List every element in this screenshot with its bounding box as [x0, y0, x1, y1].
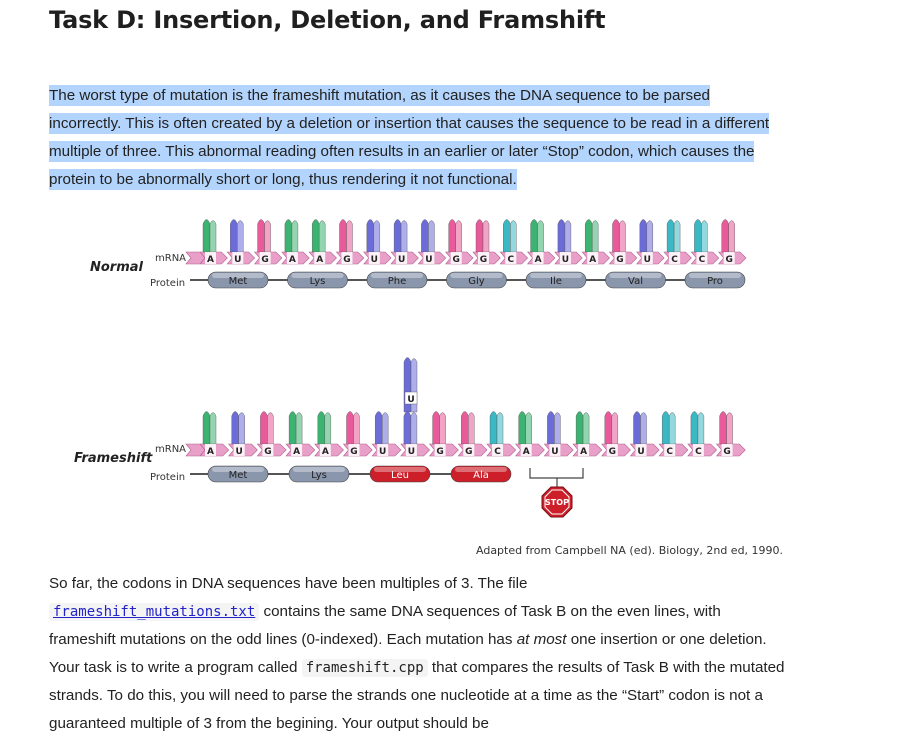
svg-text:Lys: Lys [311, 470, 327, 481]
svg-text:G: G [350, 447, 357, 457]
svg-text:Gly: Gly [468, 276, 485, 287]
svg-text:G: G [261, 255, 268, 265]
svg-text:C: C [666, 447, 673, 457]
svg-text:G: G [616, 255, 623, 265]
svg-text:Met: Met [229, 470, 248, 481]
frameshift-mrna-label: mRNA [155, 444, 186, 455]
svg-text:A: A [207, 255, 214, 265]
normal-protein-chain: Met Lys Phe Gly Ile Val Pro [190, 271, 746, 289]
intro-paragraph: The worst type of mutation is the frames… [49, 82, 771, 194]
svg-text:C: C [507, 255, 514, 265]
stop-sign-icon: STOP [541, 486, 573, 518]
normal-label: Normal [90, 260, 144, 275]
svg-text:G: G [465, 447, 472, 457]
svg-text:A: A [316, 255, 323, 265]
frameshift-protein-chain: Met Lys Leu Ala [190, 465, 512, 483]
page-title: Task D: Insertion, Deletion, and Framshi… [49, 6, 606, 34]
normal-mrna-label: mRNA [155, 253, 186, 264]
svg-text:U: U [425, 255, 432, 265]
svg-text:A: A [207, 447, 214, 457]
svg-text:G: G [343, 255, 350, 265]
svg-text:G: G [264, 447, 271, 457]
stop-sign-text: STOP [545, 498, 569, 507]
svg-text:U: U [236, 447, 243, 457]
frameshift-protein-label: Protein [150, 472, 185, 483]
svg-text:A: A [293, 447, 300, 457]
frameshift-label: Frameshift [74, 451, 153, 466]
svg-text:Ala: Ala [473, 470, 489, 481]
svg-text:C: C [494, 447, 501, 457]
svg-text:G: G [480, 255, 487, 265]
svg-text:U: U [407, 395, 414, 405]
body-emphasis: at most [516, 631, 567, 648]
svg-text:A: A [322, 447, 329, 457]
svg-text:A: A [289, 255, 296, 265]
svg-text:U: U [371, 255, 378, 265]
svg-text:U: U [562, 255, 569, 265]
svg-text:A: A [523, 447, 530, 457]
svg-text:C: C [671, 255, 678, 265]
normal-protein-label: Protein [150, 278, 185, 289]
file-link[interactable]: frameshift_mutations.txt [49, 603, 260, 621]
svg-text:A: A [589, 255, 596, 265]
program-name: frameshift.cpp [301, 659, 428, 677]
body-text-3: one insertion or one deletion. Your task… [49, 631, 767, 676]
svg-text:U: U [379, 447, 386, 457]
svg-text:G: G [453, 255, 460, 265]
svg-text:A: A [535, 255, 542, 265]
svg-text:G: G [723, 447, 730, 457]
frameshift-figure: Normal mRNA Protein A U G A A G U U U G G C A U A G U C C G… [74, 219, 747, 518]
body-text-2: contains the same DNA sequences of Task … [49, 603, 721, 648]
svg-text:U: U [644, 255, 651, 265]
svg-text:Leu: Leu [391, 470, 409, 481]
svg-text:C: C [695, 447, 702, 457]
body-paragraph: So far, the codons in DNA sequences have… [49, 570, 789, 738]
body-text-4: that compares the results of Task B with… [49, 659, 785, 732]
svg-text:A: A [580, 447, 587, 457]
svg-text:Ile: Ile [550, 276, 562, 287]
svg-text:U: U [551, 447, 558, 457]
svg-text:Val: Val [628, 276, 643, 287]
svg-text:U: U [408, 447, 415, 457]
svg-text:Phe: Phe [388, 276, 407, 287]
svg-text:G: G [609, 447, 616, 457]
body-text-1: So far, the codons in DNA sequences have… [49, 575, 528, 592]
svg-text:Lys: Lys [310, 276, 326, 287]
svg-text:G: G [726, 255, 733, 265]
svg-text:G: G [436, 447, 443, 457]
svg-text:Met: Met [229, 276, 248, 287]
svg-text:Pro: Pro [707, 276, 723, 287]
stop-codon-bracket [529, 468, 584, 487]
svg-text:U: U [637, 447, 644, 457]
svg-text:C: C [699, 255, 706, 265]
svg-text:U: U [234, 255, 241, 265]
figure-credit: Adapted from Campbell NA (ed). Biology, … [476, 544, 784, 557]
svg-text:U: U [398, 255, 405, 265]
